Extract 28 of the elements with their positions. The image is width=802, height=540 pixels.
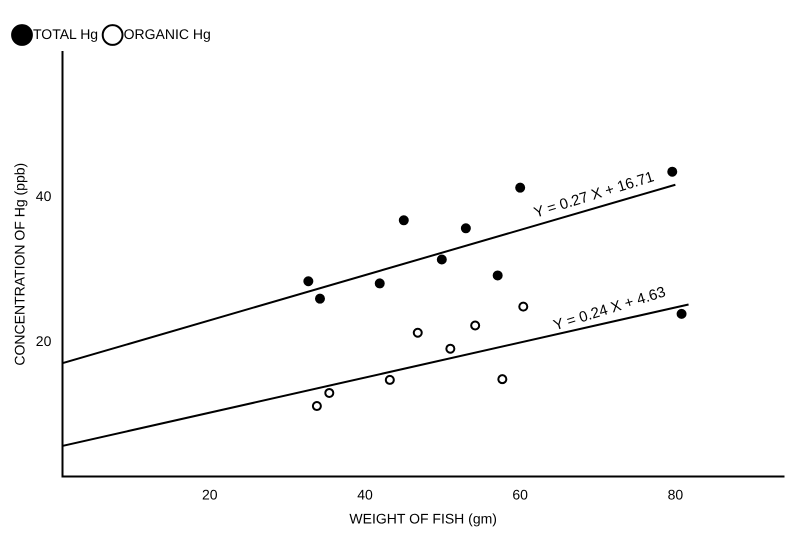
point xyxy=(384,374,395,385)
x-tick-label: 40 xyxy=(357,486,373,503)
x-tick-label: 20 xyxy=(202,486,218,503)
point xyxy=(676,308,687,319)
x-axis-title: WEIGHT OF FISH (gm) xyxy=(349,510,497,526)
x-tick-label: 60 xyxy=(512,486,528,503)
point xyxy=(398,215,409,226)
point xyxy=(470,320,480,330)
point xyxy=(312,401,322,412)
annotation: Y = 0.27 X + 16.71 xyxy=(532,168,656,222)
point xyxy=(445,344,456,354)
point xyxy=(518,302,528,312)
point xyxy=(303,276,314,286)
x-tick-label: 80 xyxy=(668,486,684,503)
point xyxy=(492,270,503,280)
point xyxy=(314,294,325,304)
annotation: Y = 0.24 X + 4.63 xyxy=(551,284,668,334)
point xyxy=(374,278,385,288)
y-axis-title: CONCENTRATION OF Hg (ppb) xyxy=(11,162,28,366)
point xyxy=(436,254,447,264)
point xyxy=(460,223,471,234)
legend-label: TOTAL Hg xyxy=(33,26,98,42)
legend-label: ORGANIC Hg xyxy=(124,26,211,42)
point xyxy=(412,328,423,338)
point xyxy=(515,182,526,193)
point xyxy=(667,166,678,177)
point xyxy=(324,388,334,398)
point xyxy=(497,374,508,384)
